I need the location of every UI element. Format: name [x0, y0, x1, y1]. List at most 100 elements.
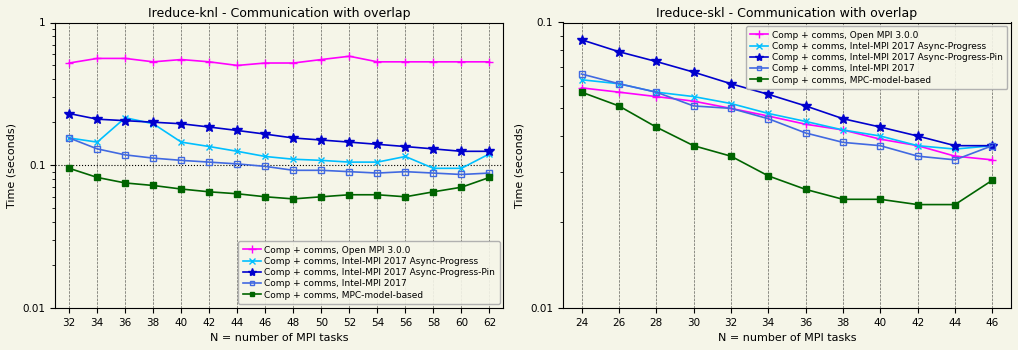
Comp + comms, MPC-model-based: [148, 183, 160, 188]
Comp + comms, Intel-MPI 2017 Async-Progress: [949, 147, 961, 151]
Comp + comms, Intel-MPI 2017 Async-Progress-Pin: [687, 70, 699, 74]
Comp + comms, Intel-MPI 2017 Async-Progress: [372, 160, 384, 164]
Comp + comms, MPC-model-based: [204, 190, 216, 194]
Comp + comms, Intel-MPI 2017: [799, 131, 811, 135]
Comp + comms, Intel-MPI 2017: [613, 82, 625, 86]
Comp + comms, Open MPI 3.0.0: [986, 158, 999, 162]
Comp + comms, MPC-model-based: [175, 187, 187, 191]
Line: Comp + comms, Intel-MPI 2017 Async-Progress: Comp + comms, Intel-MPI 2017 Async-Progr…: [578, 76, 996, 153]
Line: Comp + comms, Intel-MPI 2017 Async-Progress: Comp + comms, Intel-MPI 2017 Async-Progr…: [66, 114, 493, 172]
Line: Comp + comms, Open MPI 3.0.0: Comp + comms, Open MPI 3.0.0: [577, 84, 997, 164]
Comp + comms, Intel-MPI 2017 Async-Progress: [837, 128, 849, 132]
Comp + comms, Intel-MPI 2017: [287, 168, 299, 173]
Comp + comms, Open MPI 3.0.0: [575, 86, 587, 90]
Comp + comms, Open MPI 3.0.0: [428, 60, 440, 64]
Comp + comms, Intel-MPI 2017: [92, 147, 104, 151]
Comp + comms, MPC-model-based: [63, 166, 75, 170]
Y-axis label: Time (seconds): Time (seconds): [7, 122, 17, 208]
Comp + comms, Open MPI 3.0.0: [799, 122, 811, 126]
X-axis label: N = number of MPI tasks: N = number of MPI tasks: [210, 333, 348, 343]
Comp + comms, Intel-MPI 2017 Async-Progress-Pin: [119, 119, 131, 123]
Legend: Comp + comms, Open MPI 3.0.0, Comp + comms, Intel-MPI 2017 Async-Progress, Comp : Comp + comms, Open MPI 3.0.0, Comp + com…: [238, 241, 500, 304]
Comp + comms, Intel-MPI 2017: [874, 144, 887, 148]
Comp + comms, Open MPI 3.0.0: [316, 57, 328, 62]
Comp + comms, MPC-model-based: [343, 193, 355, 197]
Legend: Comp + comms, Open MPI 3.0.0, Comp + comms, Intel-MPI 2017 Async-Progress, Comp : Comp + comms, Open MPI 3.0.0, Comp + com…: [746, 26, 1008, 89]
Comp + comms, Open MPI 3.0.0: [949, 154, 961, 158]
Comp + comms, Intel-MPI 2017 Async-Progress: [92, 140, 104, 144]
Comp + comms, Intel-MPI 2017 Async-Progress-Pin: [175, 122, 187, 126]
Comp + comms, MPC-model-based: [399, 195, 411, 199]
Comp + comms, Open MPI 3.0.0: [92, 56, 104, 61]
Line: Comp + comms, Intel-MPI 2017: Comp + comms, Intel-MPI 2017: [66, 135, 493, 177]
Comp + comms, Intel-MPI 2017 Async-Progress: [287, 157, 299, 161]
Comp + comms, Intel-MPI 2017 Async-Progress: [316, 158, 328, 162]
Comp + comms, Intel-MPI 2017 Async-Progress-Pin: [799, 104, 811, 108]
Comp + comms, Intel-MPI 2017 Async-Progress: [260, 154, 272, 159]
Comp + comms, Intel-MPI 2017: [762, 117, 775, 121]
Comp + comms, Intel-MPI 2017: [399, 169, 411, 174]
Line: Comp + comms, MPC-model-based: Comp + comms, MPC-model-based: [578, 89, 996, 207]
Comp + comms, MPC-model-based: [651, 125, 663, 129]
Comp + comms, MPC-model-based: [372, 193, 384, 197]
Comp + comms, MPC-model-based: [316, 195, 328, 199]
Comp + comms, Intel-MPI 2017 Async-Progress-Pin: [874, 125, 887, 129]
Comp + comms, Intel-MPI 2017 Async-Progress-Pin: [986, 144, 999, 148]
Comp + comms, Intel-MPI 2017 Async-Progress-Pin: [204, 125, 216, 129]
Comp + comms, Intel-MPI 2017 Async-Progress: [799, 119, 811, 124]
Comp + comms, Intel-MPI 2017 Async-Progress: [63, 136, 75, 140]
Comp + comms, Intel-MPI 2017 Async-Progress-Pin: [762, 92, 775, 97]
Comp + comms, Intel-MPI 2017 Async-Progress: [148, 122, 160, 126]
Comp + comms, Intel-MPI 2017 Async-Progress: [874, 134, 887, 138]
Comp + comms, Open MPI 3.0.0: [484, 60, 496, 64]
Comp + comms, Open MPI 3.0.0: [372, 60, 384, 64]
Comp + comms, Open MPI 3.0.0: [725, 106, 737, 111]
Comp + comms, Intel-MPI 2017 Async-Progress: [986, 144, 999, 148]
Comp + comms, Intel-MPI 2017: [204, 160, 216, 164]
X-axis label: N = number of MPI tasks: N = number of MPI tasks: [718, 333, 856, 343]
Comp + comms, MPC-model-based: [874, 197, 887, 201]
Comp + comms, Intel-MPI 2017: [343, 169, 355, 174]
Comp + comms, MPC-model-based: [575, 90, 587, 94]
Comp + comms, Open MPI 3.0.0: [651, 94, 663, 99]
Comp + comms, Intel-MPI 2017 Async-Progress: [687, 94, 699, 99]
Comp + comms, Intel-MPI 2017 Async-Progress: [725, 102, 737, 106]
Comp + comms, Open MPI 3.0.0: [63, 61, 75, 65]
Comp + comms, Intel-MPI 2017 Async-Progress: [911, 144, 923, 148]
Comp + comms, Intel-MPI 2017: [260, 164, 272, 168]
Comp + comms, Intel-MPI 2017 Async-Progress: [428, 166, 440, 170]
Comp + comms, Intel-MPI 2017 Async-Progress-Pin: [613, 50, 625, 54]
Comp + comms, Intel-MPI 2017 Async-Progress: [455, 166, 467, 170]
Comp + comms, Intel-MPI 2017: [484, 171, 496, 175]
Comp + comms, Intel-MPI 2017: [316, 168, 328, 173]
Comp + comms, MPC-model-based: [837, 197, 849, 201]
Comp + comms, Intel-MPI 2017 Async-Progress: [175, 140, 187, 144]
Comp + comms, Open MPI 3.0.0: [455, 60, 467, 64]
Comp + comms, Open MPI 3.0.0: [837, 128, 849, 132]
Comp + comms, MPC-model-based: [260, 195, 272, 199]
Comp + comms, Intel-MPI 2017 Async-Progress: [231, 149, 243, 153]
Comp + comms, MPC-model-based: [231, 192, 243, 196]
Comp + comms, Intel-MPI 2017: [148, 156, 160, 160]
Comp + comms, MPC-model-based: [287, 197, 299, 201]
Comp + comms, Intel-MPI 2017 Async-Progress-Pin: [575, 38, 587, 42]
Comp + comms, Intel-MPI 2017 Async-Progress: [399, 154, 411, 159]
Comp + comms, Intel-MPI 2017: [175, 158, 187, 162]
Comp + comms, Intel-MPI 2017: [986, 144, 999, 148]
Comp + comms, Intel-MPI 2017 Async-Progress-Pin: [911, 134, 923, 138]
Comp + comms, Intel-MPI 2017 Async-Progress: [343, 160, 355, 164]
Line: Comp + comms, Intel-MPI 2017 Async-Progress-Pin: Comp + comms, Intel-MPI 2017 Async-Progr…: [576, 35, 998, 150]
Comp + comms, Intel-MPI 2017 Async-Progress-Pin: [725, 82, 737, 86]
Comp + comms, Intel-MPI 2017: [575, 72, 587, 76]
Comp + comms, Intel-MPI 2017 Async-Progress-Pin: [428, 147, 440, 151]
Comp + comms, MPC-model-based: [484, 175, 496, 180]
Comp + comms, Intel-MPI 2017 Async-Progress-Pin: [148, 120, 160, 124]
Comp + comms, Intel-MPI 2017 Async-Progress-Pin: [484, 149, 496, 153]
Comp + comms, Intel-MPI 2017 Async-Progress: [119, 116, 131, 120]
Comp + comms, Intel-MPI 2017 Async-Progress-Pin: [63, 111, 75, 116]
Comp + comms, Intel-MPI 2017: [119, 153, 131, 157]
Comp + comms, Intel-MPI 2017: [725, 106, 737, 111]
Comp + comms, Open MPI 3.0.0: [287, 61, 299, 65]
Comp + comms, Open MPI 3.0.0: [343, 54, 355, 58]
Comp + comms, MPC-model-based: [799, 187, 811, 191]
